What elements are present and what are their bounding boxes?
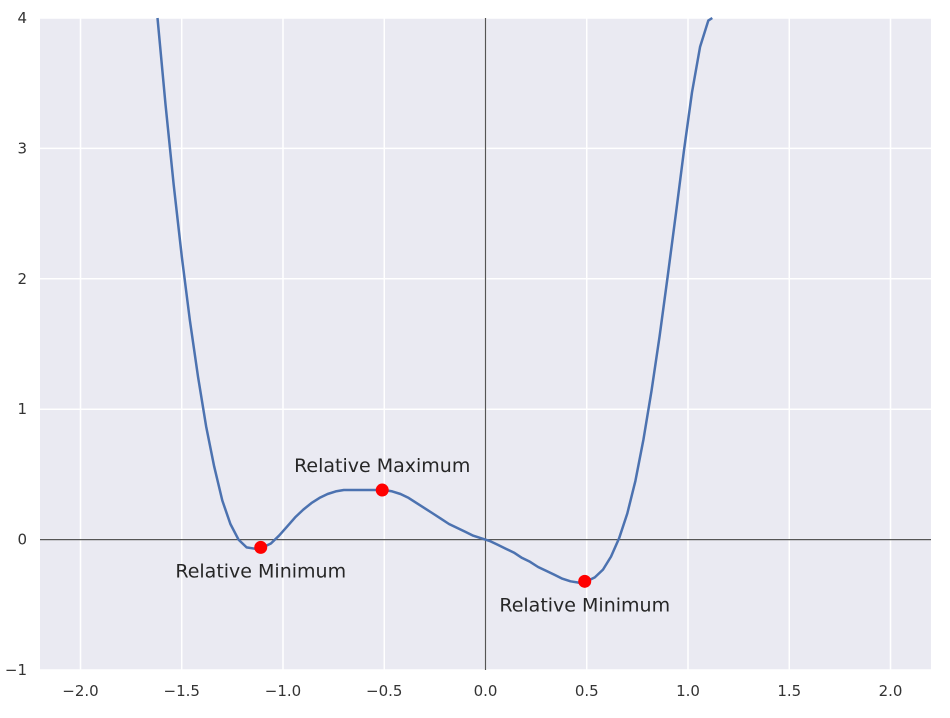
x-tick-label-6: 1.0 (676, 682, 700, 700)
x-tick-label-0: −2.0 (62, 682, 98, 700)
extremum-point-0 (254, 540, 268, 554)
tick-labels: −2.0 −1.5 −1.0 −0.5 0.0 0.5 1.0 1.5 2.0 −1 0 1 2 3 4 (5, 9, 903, 700)
y-tick-label-5: 4 (17, 9, 27, 27)
extremum-point-1 (375, 483, 389, 497)
extremum-label-1: Relative Maximum (294, 455, 470, 477)
x-tick-label-2: −1.0 (265, 682, 301, 700)
y-tick-label-2: 1 (17, 400, 27, 418)
y-tick-label-1: 0 (17, 531, 27, 549)
y-tick-label-0: −1 (5, 661, 27, 679)
series-line-0 (156, 16, 713, 584)
series-layer (156, 16, 713, 584)
points-layer: Relative Minimum Relative Maximum Relative… (175, 455, 670, 616)
y-tick-label-3: 2 (17, 270, 27, 288)
x-tick-label-5: 0.5 (575, 682, 599, 700)
x-tick-label-4: 0.0 (474, 682, 498, 700)
x-tick-label-3: −0.5 (366, 682, 402, 700)
x-tick-label-7: 1.5 (777, 682, 801, 700)
extremum-point-2 (578, 574, 592, 588)
extremum-label-0: Relative Minimum (175, 560, 346, 582)
x-tick-label-8: 2.0 (879, 682, 903, 700)
y-tick-label-4: 3 (17, 139, 27, 157)
x-tick-label-1: −1.5 (164, 682, 200, 700)
extremum-label-2: Relative Minimum (499, 594, 670, 616)
